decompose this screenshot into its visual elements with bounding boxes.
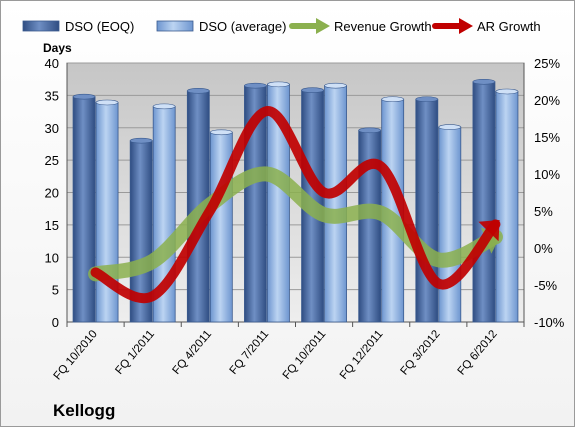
bar-dso-eoq	[72, 96, 96, 323]
legend-dso-average-label: DSO (average)	[199, 19, 286, 34]
bar-cap	[187, 88, 210, 94]
y-right-tick-label: 10%	[534, 167, 560, 182]
y-left-tick-label: 10	[45, 250, 59, 265]
y-left-tick-label: 35	[45, 88, 59, 103]
bar-cap	[415, 96, 439, 103]
bar-cap	[324, 82, 347, 89]
legend-dso-average-swatch	[156, 20, 194, 32]
y-left-tick-label: 25	[45, 153, 59, 168]
y-right-tick-label: 25%	[534, 56, 560, 71]
legend-revenue-growth-label: Revenue Growth	[334, 19, 432, 34]
bar-cap	[438, 124, 462, 130]
legend-dso-eoq-swatch	[22, 20, 60, 32]
bar-dso-average	[438, 126, 462, 323]
bar-cap	[301, 87, 324, 93]
y-right-tick-label: -10%	[534, 315, 565, 330]
y-left-tick-label: 5	[52, 283, 59, 298]
line-ar-growth	[90, 106, 501, 304]
y-left-tick-label: 0	[52, 315, 59, 330]
bar-cap	[495, 88, 519, 95]
y-right-tick-label: 5%	[534, 204, 553, 219]
legend-revenue-growth-arrow	[316, 18, 330, 34]
y-right-tick-label: -5%	[534, 278, 558, 293]
y-left-tick-label: 40	[45, 56, 59, 71]
line-ar-growth-arrowhead	[478, 220, 500, 242]
bar-cap	[129, 137, 153, 144]
bar-dso-average	[324, 85, 347, 323]
bar-cap	[152, 103, 176, 110]
y-left-tick-label: 20	[45, 186, 59, 201]
bar-dso-eoq	[415, 98, 439, 323]
bar-cap	[210, 129, 233, 136]
legend-dso-eoq-label: DSO (EOQ)	[65, 19, 134, 34]
y-right-tick-label: 15%	[534, 130, 560, 145]
bar-cap	[244, 82, 267, 89]
bar-cap	[472, 78, 496, 85]
bar-cap	[381, 96, 404, 103]
bar-dso-eoq	[358, 129, 382, 323]
bar-cap	[95, 99, 119, 106]
y-left-tick-label: 30	[45, 121, 59, 136]
y-right-tick-label: 20%	[534, 93, 560, 108]
bar-cap	[267, 81, 290, 88]
line-revenue-growth	[88, 166, 503, 282]
bar-cap	[72, 93, 96, 100]
bar-cap	[358, 127, 381, 134]
y-right-tick-label: 0%	[534, 241, 553, 256]
bar-dso-eoq	[472, 81, 496, 323]
legend-ar-growth-label: AR Growth	[477, 19, 541, 34]
y-left-axis-title: Days	[43, 41, 72, 55]
legend-ar-growth-arrow	[459, 18, 473, 34]
company-name: Kellogg	[53, 401, 116, 420]
y-left-tick-label: 15	[45, 218, 59, 233]
bar-dso-average	[495, 91, 519, 323]
